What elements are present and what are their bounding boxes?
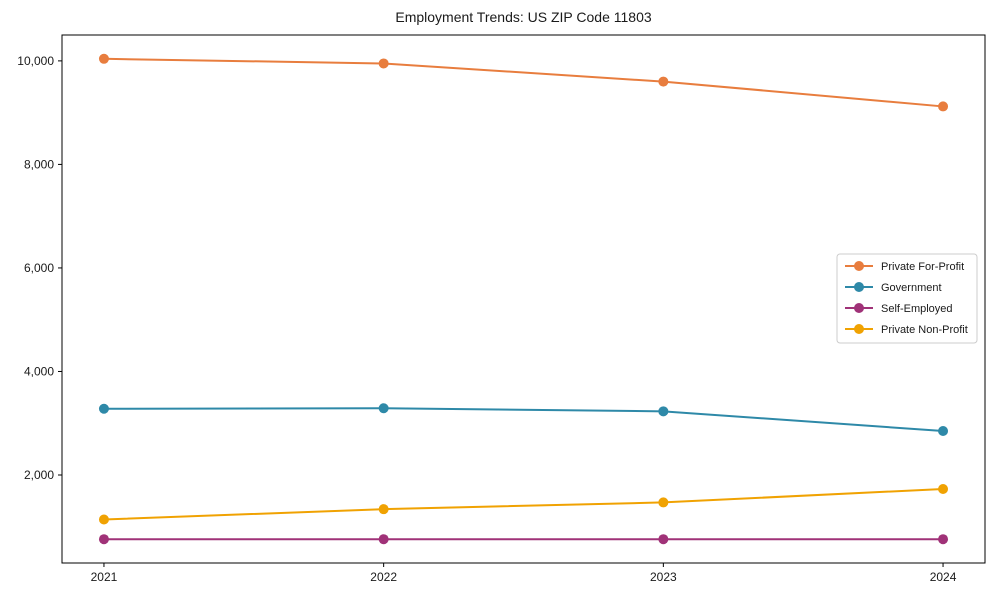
legend-marker	[854, 282, 864, 292]
data-point-marker	[658, 76, 669, 87]
x-tick-label: 2021	[91, 570, 118, 584]
data-point-marker	[938, 534, 949, 545]
x-tick-label: 2022	[370, 570, 397, 584]
series-line-private-for-profit	[102, 57, 945, 108]
plot-area-border	[61, 34, 986, 564]
chart-title: Employment Trends: US ZIP Code 11803	[395, 9, 651, 25]
legend-box	[836, 253, 978, 344]
y-tick-label: 4,000	[24, 364, 54, 378]
legend-marker	[854, 261, 864, 271]
data-point-marker	[938, 426, 949, 436]
data-point-marker	[98, 403, 109, 414]
data-point-marker	[378, 403, 389, 414]
y-tick-label: 10,000	[17, 54, 54, 68]
x-tick-label: 2024	[930, 570, 957, 584]
data-point-marker	[98, 53, 109, 64]
y-tick-label: 2,000	[24, 468, 54, 482]
legend-label: Private For-Profit	[881, 261, 964, 273]
legend-marker	[854, 324, 864, 334]
y-tick-label: 8,000	[24, 157, 54, 171]
data-point-marker	[658, 497, 669, 508]
data-point-marker	[98, 534, 109, 545]
data-point-marker	[378, 58, 389, 69]
legend-marker	[854, 303, 864, 313]
data-point-marker	[378, 504, 389, 515]
x-tick-label: 2023	[650, 570, 677, 584]
data-point-marker	[98, 514, 109, 525]
legend-label: Government	[881, 282, 942, 294]
data-point-marker	[658, 406, 669, 417]
legend-label: Private Non-Profit	[881, 324, 968, 336]
data-point-marker	[938, 483, 949, 494]
y-tick-label: 6,000	[24, 261, 54, 275]
legend-label: Self-Employed	[881, 303, 953, 315]
series-line-government	[102, 407, 945, 432]
data-point-marker	[658, 534, 669, 545]
data-point-marker	[938, 101, 949, 112]
series-line-private-non-profit	[102, 487, 945, 521]
data-point-marker	[378, 534, 389, 545]
